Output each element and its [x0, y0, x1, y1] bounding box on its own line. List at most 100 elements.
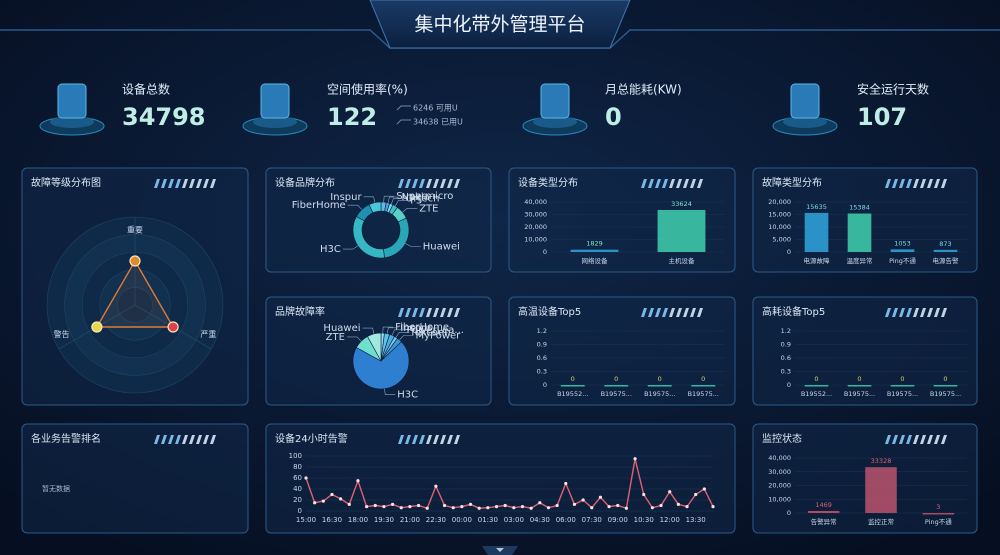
panel-title: 各业务告警排名 [31, 432, 101, 445]
point [676, 502, 680, 506]
title-stripe [189, 179, 195, 188]
stat-value: 107 [857, 103, 907, 131]
value-label: 15635 [806, 203, 827, 211]
slice-label: H3C [320, 244, 341, 255]
x-tick-label: 09:00 [608, 516, 628, 524]
value-label: 0 [658, 375, 662, 383]
title-stripe [440, 179, 446, 188]
y-tick-label: 30,000 [524, 211, 547, 219]
bar [691, 385, 716, 387]
title-stripe [405, 308, 411, 317]
radar-label: 警告 [54, 329, 70, 339]
title-stripe [426, 179, 432, 188]
icon [57, 83, 87, 119]
panel-title: 监控状态 [762, 432, 802, 445]
leader-line [346, 336, 362, 342]
title-stripe [920, 179, 926, 188]
title-stripe [662, 179, 668, 188]
title-stripe [161, 435, 167, 444]
title-stripe [892, 179, 898, 188]
slice-label: Supermicro [396, 191, 453, 202]
panel-title: 高温设备Top5 [518, 305, 581, 318]
point [650, 506, 654, 510]
panel-title: 设备24小时告警 [275, 432, 348, 445]
x-tick-label: B19552... [557, 390, 588, 398]
title-stripe [182, 435, 188, 444]
title-stripe [927, 308, 933, 317]
title-stripe [899, 308, 905, 317]
point [572, 502, 577, 506]
title-stripe [454, 435, 460, 444]
bar [933, 249, 958, 252]
y-tick-label: 0 [787, 509, 791, 517]
icon [790, 83, 820, 119]
point [581, 498, 585, 502]
y-tick-label: 0.6 [537, 354, 547, 362]
title-stripe [412, 179, 418, 188]
point [442, 503, 447, 508]
y-tick-label: 0 [543, 381, 547, 389]
x-tick-label: 电源告警 [933, 256, 960, 265]
title-stripe [405, 435, 411, 444]
point [512, 506, 516, 510]
title-stripe [412, 435, 418, 444]
title-stripe [676, 308, 682, 317]
radar-label: 严重 [200, 329, 216, 339]
slice-label: MyPower [415, 330, 461, 341]
title-stripe [655, 308, 661, 317]
point [633, 457, 637, 461]
value-label: 33624 [671, 200, 692, 208]
x-tick-label: 13:30 [686, 516, 706, 524]
point [451, 506, 455, 510]
title-stripe [669, 308, 675, 317]
title-stripe [641, 179, 647, 188]
title-stripe [648, 179, 654, 188]
title-stripe [189, 435, 195, 444]
value-label: 873 [939, 240, 951, 248]
point [607, 505, 611, 509]
bottom-arrow[interactable] [496, 548, 504, 552]
title-stripe [655, 179, 661, 188]
point [546, 506, 551, 510]
point [616, 503, 620, 508]
point [347, 502, 351, 506]
y-tick-label: 60 [293, 474, 302, 482]
panel-title: 设备类型分布 [518, 176, 578, 189]
x-tick-label: B19575... [930, 390, 961, 398]
x-tick-label: 06:00 [556, 516, 576, 524]
point [330, 492, 334, 497]
icon [540, 83, 570, 119]
panel-title: 品牌故障率 [275, 305, 325, 318]
bar [890, 385, 915, 387]
leader-line [405, 243, 421, 247]
y-tick-label: 40,000 [768, 454, 791, 462]
point [408, 505, 412, 509]
title-stripe [885, 179, 891, 188]
title-stripe [426, 308, 432, 317]
x-tick-label: 22:30 [426, 516, 446, 524]
radar-point [167, 321, 179, 333]
y-tick-label: 100 [289, 452, 302, 460]
slice-label: PowerLea... [407, 325, 464, 336]
x-tick-label: 10:30 [634, 516, 654, 524]
x-tick-label: 01:30 [478, 516, 498, 524]
title-stripe [941, 435, 947, 444]
point [694, 492, 698, 497]
leader-line [386, 327, 399, 334]
page-title: 集中化带外管理平台 [414, 14, 585, 36]
title-stripe [168, 179, 174, 188]
y-tick-label: 40,000 [524, 198, 547, 206]
title-stripe [454, 179, 460, 188]
y-tick-label: 10,000 [524, 236, 547, 244]
title-stripe [697, 179, 703, 188]
leader-line [399, 335, 414, 341]
title-stripe [203, 435, 209, 444]
radar-area [95, 259, 175, 328]
stat-value: 122 [327, 103, 377, 131]
title-stripe [175, 179, 181, 188]
y-tick-label: 20,000 [768, 198, 791, 206]
point [659, 503, 663, 508]
x-tick-label: 04:30 [530, 516, 550, 524]
title-stripe [927, 435, 933, 444]
y-tick-label: 0 [298, 507, 302, 515]
